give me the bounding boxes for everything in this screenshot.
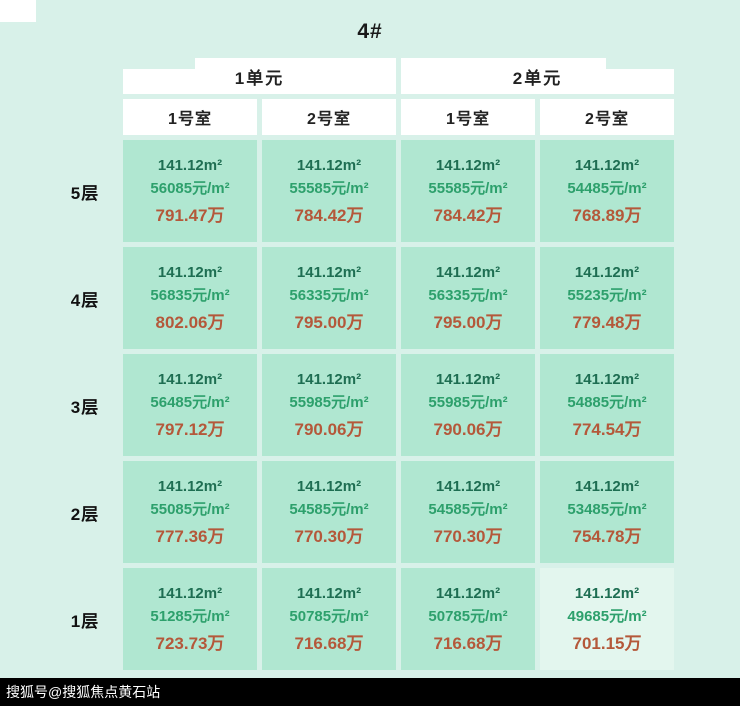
- unit-header-1: 1单元: [123, 58, 396, 94]
- unit-price-value: 55085元/m²: [150, 500, 230, 518]
- room-header-u2-r1: 1号室: [401, 99, 535, 135]
- price-cell: 141.12m² 54485元/m² 768.89万: [540, 140, 674, 242]
- price-cell: 141.12m² 54585元/m² 770.30万: [262, 461, 396, 563]
- price-cell: 141.12m² 54885元/m² 774.54万: [540, 354, 674, 456]
- room-header-u1-r1: 1号室: [123, 99, 257, 135]
- area-value: 141.12m²: [574, 156, 640, 174]
- total-price-value: 768.89万: [572, 205, 642, 225]
- price-cell: 141.12m² 55585元/m² 784.42万: [401, 140, 535, 242]
- room-header-u1-r2: 2号室: [262, 99, 396, 135]
- price-cell: 141.12m² 55985元/m² 790.06万: [262, 354, 396, 456]
- price-cell: 141.12m² 56335元/m² 795.00万: [401, 247, 535, 349]
- unit-price-value: 55985元/m²: [428, 393, 508, 411]
- watermark-bar: 搜狐号@搜狐焦点黄石站: [0, 678, 740, 706]
- total-price-value: 777.36万: [155, 526, 225, 546]
- area-value: 141.12m²: [296, 263, 362, 281]
- total-price-value: 716.68万: [294, 633, 364, 653]
- total-price-value: 770.30万: [294, 526, 364, 546]
- price-cell: 141.12m² 55585元/m² 784.42万: [262, 140, 396, 242]
- price-cell: 141.12m² 56085元/m² 791.47万: [123, 140, 257, 242]
- unit-price-value: 54885元/m²: [567, 393, 647, 411]
- unit-price-value: 56835元/m²: [150, 286, 230, 304]
- floor-label-5: 5层: [70, 183, 100, 203]
- unit-price-value: 50785元/m²: [289, 607, 369, 625]
- price-table: 1单元 2单元 1号室 2号室 1号室 2号室 5层 141.12m² 5608…: [52, 58, 674, 670]
- price-cell: 141.12m² 50785元/m² 716.68万: [401, 568, 535, 670]
- area-value: 141.12m²: [574, 584, 640, 602]
- price-cell: 141.12m² 51285元/m² 723.73万: [123, 568, 257, 670]
- unit-price-value: 56335元/m²: [428, 286, 508, 304]
- area-value: 141.12m²: [157, 156, 223, 174]
- area-value: 141.12m²: [296, 156, 362, 174]
- unit-price-value: 54585元/m²: [428, 500, 508, 518]
- floor-label-4: 4层: [70, 290, 100, 310]
- room-row-spacer: [52, 99, 118, 135]
- total-price-value: 784.42万: [433, 205, 503, 225]
- price-cell: 141.12m² 53485元/m² 754.78万: [540, 461, 674, 563]
- corner-patch: [0, 0, 36, 22]
- price-cell: 141.12m² 55985元/m² 790.06万: [401, 354, 535, 456]
- total-price-value: 791.47万: [155, 205, 225, 225]
- price-cell: 141.12m² 56335元/m² 795.00万: [262, 247, 396, 349]
- floor-label-1: 1层: [70, 611, 100, 631]
- total-price-value: 790.06万: [294, 419, 364, 439]
- unit-price-value: 55985元/m²: [289, 393, 369, 411]
- total-price-value: 723.73万: [155, 633, 225, 653]
- area-value: 141.12m²: [296, 584, 362, 602]
- total-price-value: 754.78万: [572, 526, 642, 546]
- unit-price-value: 50785元/m²: [428, 607, 508, 625]
- total-price-value: 802.06万: [155, 312, 225, 332]
- total-price-value: 784.42万: [294, 205, 364, 225]
- floor-label-2: 2层: [70, 504, 100, 524]
- total-price-value: 774.54万: [572, 419, 642, 439]
- total-price-value: 790.06万: [433, 419, 503, 439]
- unit-price-value: 49685元/m²: [567, 607, 647, 625]
- area-value: 141.12m²: [435, 263, 501, 281]
- price-cell: 141.12m² 55085元/m² 777.36万: [123, 461, 257, 563]
- watermark-text: 搜狐号@搜狐焦点黄石站: [6, 684, 161, 700]
- area-value: 141.12m²: [574, 477, 640, 495]
- area-value: 141.12m²: [435, 477, 501, 495]
- unit-price-value: 56085元/m²: [150, 179, 230, 197]
- unit-price-value: 53485元/m²: [567, 500, 647, 518]
- unit-header-2: 2单元: [401, 58, 674, 94]
- unit-price-value: 56485元/m²: [150, 393, 230, 411]
- price-cell: 141.12m² 54585元/m² 770.30万: [401, 461, 535, 563]
- area-value: 141.12m²: [157, 263, 223, 281]
- unit-row-spacer: [52, 58, 118, 94]
- area-value: 141.12m²: [574, 370, 640, 388]
- total-price-value: 795.00万: [294, 312, 364, 332]
- unit-price-value: 54585元/m²: [289, 500, 369, 518]
- total-price-value: 779.48万: [572, 312, 642, 332]
- price-cell: 141.12m² 55235元/m² 779.48万: [540, 247, 674, 349]
- total-price-value: 795.00万: [433, 312, 503, 332]
- total-price-value: 701.15万: [572, 633, 642, 653]
- unit-price-value: 56335元/m²: [289, 286, 369, 304]
- area-value: 141.12m²: [574, 263, 640, 281]
- total-price-value: 770.30万: [433, 526, 503, 546]
- price-cell: 141.12m² 56835元/m² 802.06万: [123, 247, 257, 349]
- area-value: 141.12m²: [157, 584, 223, 602]
- floor-label-3: 3层: [70, 397, 100, 417]
- area-value: 141.12m²: [296, 477, 362, 495]
- price-grid: 1单元 2单元 1号室 2号室 1号室 2号室 5层 141.12m² 5608…: [52, 58, 674, 670]
- unit-price-value: 54485元/m²: [567, 179, 647, 197]
- price-cell: 141.12m² 50785元/m² 716.68万: [262, 568, 396, 670]
- area-value: 141.12m²: [435, 370, 501, 388]
- price-cell: 141.12m² 49685元/m² 701.15万: [540, 568, 674, 670]
- unit-price-value: 55585元/m²: [289, 179, 369, 197]
- unit-price-value: 55235元/m²: [567, 286, 647, 304]
- total-price-value: 716.68万: [433, 633, 503, 653]
- total-price-value: 797.12万: [155, 419, 225, 439]
- area-value: 141.12m²: [157, 477, 223, 495]
- area-value: 141.12m²: [157, 370, 223, 388]
- unit-price-value: 55585元/m²: [428, 179, 508, 197]
- unit-price-value: 51285元/m²: [150, 607, 230, 625]
- area-value: 141.12m²: [435, 584, 501, 602]
- room-header-u2-r2: 2号室: [540, 99, 674, 135]
- price-cell: 141.12m² 56485元/m² 797.12万: [123, 354, 257, 456]
- area-value: 141.12m²: [296, 370, 362, 388]
- building-title: 4#: [357, 20, 383, 43]
- area-value: 141.12m²: [435, 156, 501, 174]
